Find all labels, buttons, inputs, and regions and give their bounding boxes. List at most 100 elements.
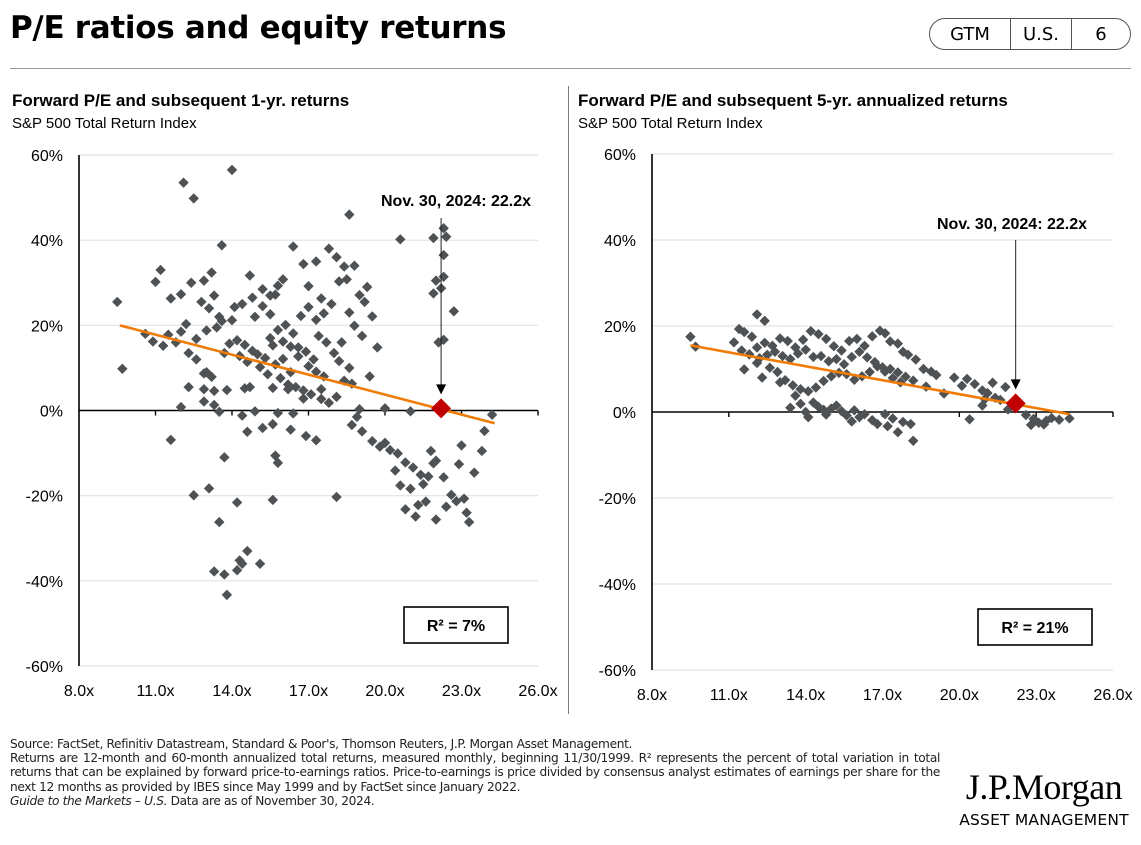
- left-data-point: [310, 435, 322, 446]
- left-data-point: [165, 293, 176, 304]
- left-data-point: [430, 514, 442, 525]
- right-data-point: [800, 344, 811, 355]
- header-divider: [10, 68, 1131, 69]
- left-data-point: [448, 306, 460, 317]
- right-data-point: [849, 374, 860, 385]
- left-data-point: [165, 434, 176, 446]
- left-data-point: [163, 329, 174, 340]
- left-data-point: [379, 403, 391, 414]
- left-data-point: [367, 435, 378, 447]
- right-ytick-label: -60%: [599, 663, 636, 680]
- left-data-point: [428, 232, 439, 244]
- left-data-point: [198, 396, 210, 407]
- left-data-point: [305, 389, 317, 400]
- left-data-point: [326, 298, 337, 310]
- left-data-point: [430, 275, 442, 286]
- right-xtick-label: 20.0x: [940, 687, 979, 704]
- right-ytick-label: 20%: [604, 319, 636, 336]
- right-data-point: [820, 409, 832, 420]
- left-data-point: [242, 426, 253, 437]
- right-data-point: [762, 349, 773, 361]
- left-data-point: [356, 426, 368, 437]
- right-data-point: [969, 378, 980, 390]
- right-data-point: [854, 411, 865, 423]
- right-xtick-label: 23.0x: [1017, 687, 1056, 704]
- left-data-point: [252, 349, 263, 360]
- left-data-point: [257, 283, 268, 295]
- left-data-point: [405, 483, 416, 495]
- left-ytick-label: -20%: [26, 489, 63, 506]
- left-data-point: [214, 406, 225, 417]
- left-data-point: [333, 355, 345, 367]
- right-data-point: [815, 350, 827, 362]
- right-data-point: [785, 353, 796, 365]
- left-xtick-label: 23.0x: [442, 683, 481, 700]
- left-data-point: [323, 397, 335, 409]
- left-data-point: [219, 569, 230, 580]
- left-chart-title: Forward P/E and subsequent 1-yr. returns: [12, 91, 350, 110]
- left-annotation-arrowhead: [436, 384, 447, 395]
- footnote-guide: Guide to the Markets – U.S. Data are as …: [10, 794, 940, 808]
- left-data-point: [198, 384, 210, 395]
- right-data-point: [995, 394, 1006, 406]
- right-data-point: [746, 331, 758, 342]
- left-data-point: [191, 333, 202, 345]
- right-data-point: [818, 404, 829, 416]
- left-data-point: [275, 372, 286, 384]
- left-current-point: [431, 398, 452, 419]
- left-data-point: [265, 309, 276, 320]
- right-data-point: [792, 348, 804, 359]
- badge-gtm: GTM: [930, 19, 1011, 49]
- left-data-point: [201, 366, 212, 378]
- right-data-point: [774, 377, 786, 388]
- left-data-point: [321, 337, 332, 348]
- left-data-point: [254, 361, 266, 373]
- left-data-point: [453, 458, 465, 470]
- left-data-point: [237, 410, 248, 421]
- left-data-point: [249, 406, 261, 417]
- right-data-point: [931, 369, 942, 381]
- left-data-point: [313, 330, 324, 342]
- left-data-point: [211, 322, 222, 333]
- right-data-point: [902, 349, 914, 361]
- gtm-badge: GTM U.S. 6: [929, 18, 1131, 50]
- left-data-point: [277, 336, 289, 347]
- left-data-point: [290, 381, 301, 393]
- right-data-point: [756, 372, 768, 383]
- right-data-point: [764, 362, 776, 373]
- left-data-point: [423, 471, 434, 482]
- left-data-point: [420, 496, 431, 507]
- left-data-point: [244, 381, 256, 393]
- right-data-point: [908, 435, 919, 447]
- left-data-point: [341, 274, 352, 285]
- left-trendline: [119, 324, 495, 425]
- right-data-point: [897, 416, 909, 428]
- left-data-point: [316, 293, 327, 304]
- left-data-point: [331, 252, 342, 263]
- left-ytick-label: -60%: [26, 659, 63, 676]
- right-data-point: [874, 325, 886, 336]
- left-data-point: [405, 406, 416, 417]
- left-data-point: [303, 280, 314, 292]
- right-data-point: [795, 384, 806, 395]
- left-data-point: [456, 440, 467, 451]
- right-data-point: [1020, 409, 1032, 421]
- left-data-point: [300, 430, 312, 442]
- left-data-point: [254, 558, 266, 569]
- left-data-point: [277, 274, 289, 285]
- left-annotation-label: Nov. 30, 2024: 22.2x: [381, 193, 531, 210]
- right-data-point: [1054, 414, 1065, 425]
- left-data-point: [272, 324, 284, 336]
- left-data-point: [117, 363, 128, 374]
- left-data-point: [224, 338, 235, 349]
- left-ytick-label: 40%: [31, 233, 63, 250]
- right-data-point: [872, 418, 883, 430]
- left-data-point: [219, 452, 230, 463]
- left-data-point: [288, 241, 299, 252]
- right-ytick-label: -20%: [599, 491, 636, 508]
- left-data-point: [361, 281, 373, 293]
- left-data-point: [221, 384, 233, 396]
- right-data-point: [956, 380, 968, 391]
- right-data-point: [805, 325, 816, 337]
- left-data-point: [267, 494, 278, 506]
